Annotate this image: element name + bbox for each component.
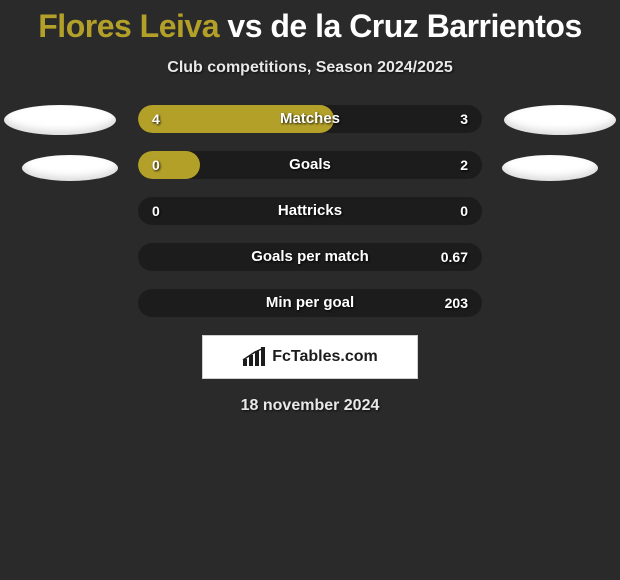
brand-box: FcTables.com [202,335,418,379]
decor-ellipse [502,155,598,181]
player2-name: de la Cruz Barrientos [270,8,581,44]
stat-row: 0Goals2 [138,151,482,179]
decor-ellipse [22,155,118,181]
stat-row: 0Hattricks0 [138,197,482,225]
player1-name: Flores Leiva [38,8,219,44]
bars-list: 4Matches30Goals20Hattricks0Goals per mat… [138,105,482,317]
stat-row: Goals per match0.67 [138,243,482,271]
brand-text: FcTables.com [272,348,378,366]
stat-value-right: 203 [445,289,468,317]
stat-value-right: 0 [460,197,468,225]
subtitle: Club competitions, Season 2024/2025 [0,59,620,77]
stat-row: 4Matches3 [138,105,482,133]
title: Flores Leiva vs de la Cruz Barrientos [0,0,620,45]
decor-ellipse [504,105,616,135]
stat-value-right: 0.67 [441,243,468,271]
stats-area: 4Matches30Goals20Hattricks0Goals per mat… [0,105,620,317]
stat-value-right: 2 [460,151,468,179]
vs-text: vs [227,8,262,44]
stat-label: Goals [138,151,482,179]
stat-label: Min per goal [138,289,482,317]
date-text: 18 november 2024 [0,397,620,415]
bars-icon [242,347,268,367]
stat-value-right: 3 [460,105,468,133]
stat-label: Hattricks [138,197,482,225]
stat-row: Min per goal203 [138,289,482,317]
stat-label: Goals per match [138,243,482,271]
comparison-card: Flores Leiva vs de la Cruz Barrientos Cl… [0,0,620,415]
stat-label: Matches [138,105,482,133]
decor-ellipse [4,105,116,135]
